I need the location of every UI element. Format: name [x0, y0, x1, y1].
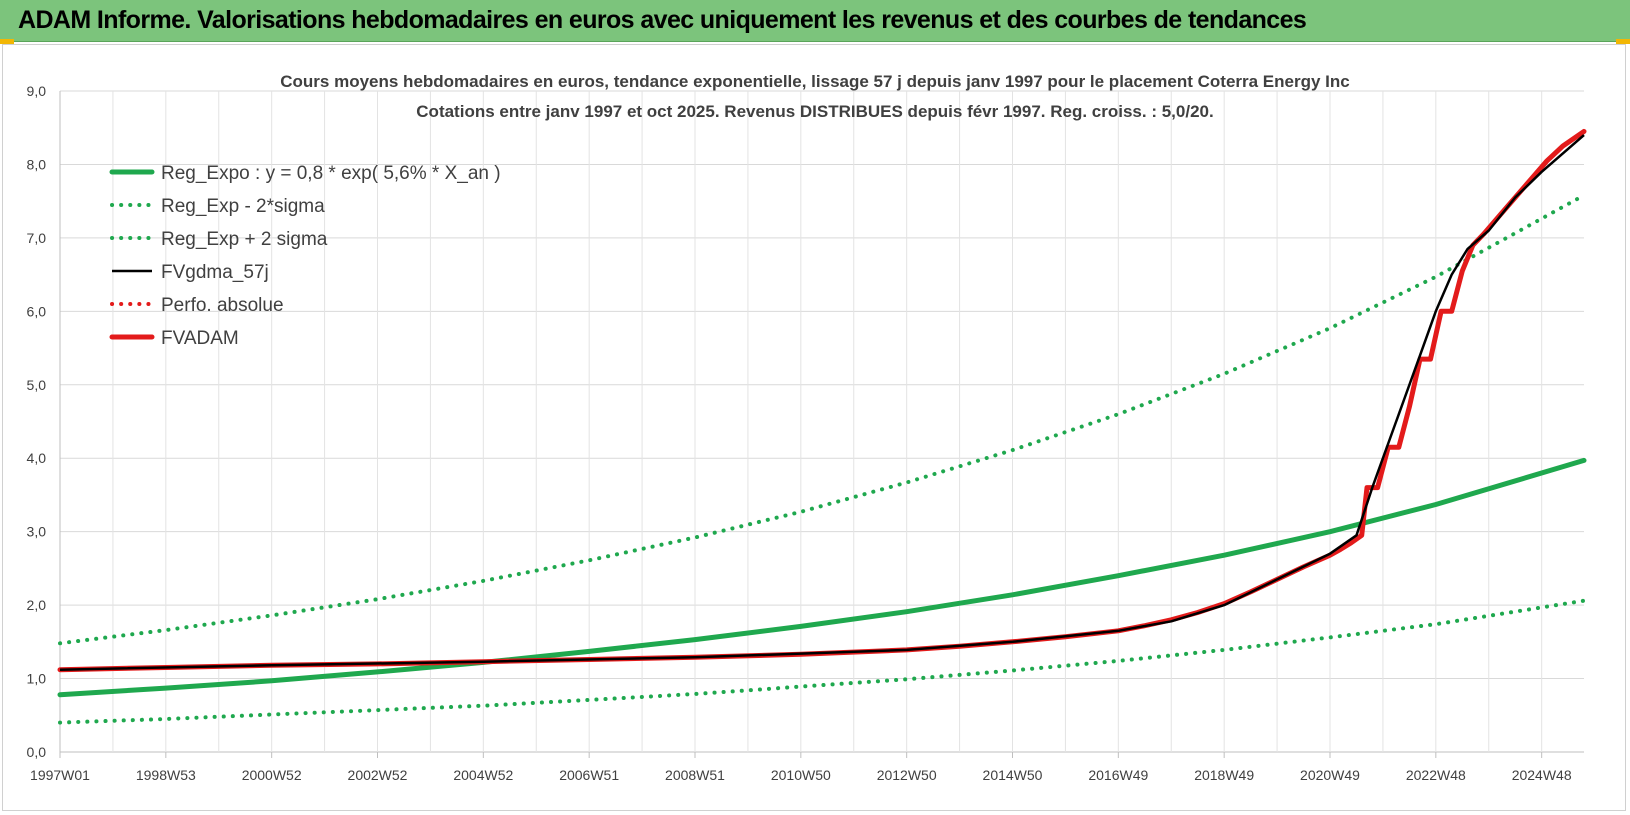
y-tick-label: 9,0 — [27, 83, 47, 99]
x-tick-label: 2004W52 — [453, 767, 513, 783]
x-tick-label: 2006W51 — [559, 767, 619, 783]
legend-label-4: Perfo. absolue — [161, 295, 284, 316]
report-header: ADAM Informe. Valorisations hebdomadaire… — [0, 0, 1630, 42]
corner-mark-left — [0, 39, 14, 44]
x-tick-label: 2024W48 — [1512, 767, 1572, 783]
legend-label-1: Reg_Exp - 2*sigma — [161, 196, 325, 217]
chart-frame — [2, 44, 1626, 811]
x-tick-label: 2002W52 — [348, 767, 408, 783]
x-tick-label: 2000W52 — [242, 767, 302, 783]
y-tick-label: 1,0 — [27, 671, 47, 687]
x-tick-label: 2014W50 — [983, 767, 1043, 783]
y-tick-label: 0,0 — [27, 744, 47, 760]
x-axis-ticks: 1997W01 1998W53 2000W52 2002W52 2004W52 2006W… — [30, 752, 1572, 783]
chart-subtitle: Cotations entre janv 1997 et oct 2025. R… — [416, 102, 1213, 121]
legend-label-0: Reg_Expo : y = 0,8 * exp( 5,6% * X_an ) — [161, 163, 501, 184]
x-tick-label: 2012W50 — [877, 767, 937, 783]
x-tick-label: 2008W51 — [665, 767, 725, 783]
y-tick-label: 2,0 — [27, 597, 47, 613]
corner-mark-right — [1616, 39, 1630, 44]
x-tick-label: 2018W49 — [1194, 767, 1254, 783]
legend: Reg_Expo : y = 0,8 * exp( 5,6% * X_an ) R… — [109, 163, 501, 349]
x-tick-label: 2020W49 — [1300, 767, 1360, 783]
x-tick-label: 1998W53 — [136, 767, 196, 783]
y-tick-label: 8,0 — [27, 156, 47, 172]
x-tick-label: 1997W01 — [30, 767, 90, 783]
grid — [59, 90, 1584, 753]
legend-label-5: FVADAM — [161, 328, 239, 349]
y-tick-label: 7,0 — [27, 230, 47, 246]
y-tick-label: 3,0 — [27, 524, 47, 540]
series-line-3 — [59, 134, 1585, 671]
x-tick-label: 2022W48 — [1406, 767, 1466, 783]
legend-label-2: Reg_Exp + 2 sigma — [161, 229, 328, 250]
series-layer — [57, 128, 1587, 725]
series-line-0 — [57, 457, 1587, 698]
series-line-1 — [58, 598, 1586, 725]
chart-title: Cours moyens hebdomadaires en euros, ten… — [280, 72, 1349, 91]
y-tick-label: 5,0 — [27, 377, 47, 393]
report-title: ADAM Informe. Valorisations hebdomadaire… — [18, 6, 1307, 34]
x-tick-label: 2016W49 — [1088, 767, 1148, 783]
y-tick-label: 4,0 — [27, 450, 47, 466]
series-line-2 — [58, 193, 1586, 646]
x-tick-label: 2010W50 — [771, 767, 831, 783]
y-tick-label: 6,0 — [27, 303, 47, 319]
legend-label-3: FVgdma_57j — [161, 262, 269, 283]
y-axis-ticks: 0,0 1,0 2,0 3,0 4,0 5,0 6,0 7,0 8,0 9,0 — [27, 83, 47, 760]
